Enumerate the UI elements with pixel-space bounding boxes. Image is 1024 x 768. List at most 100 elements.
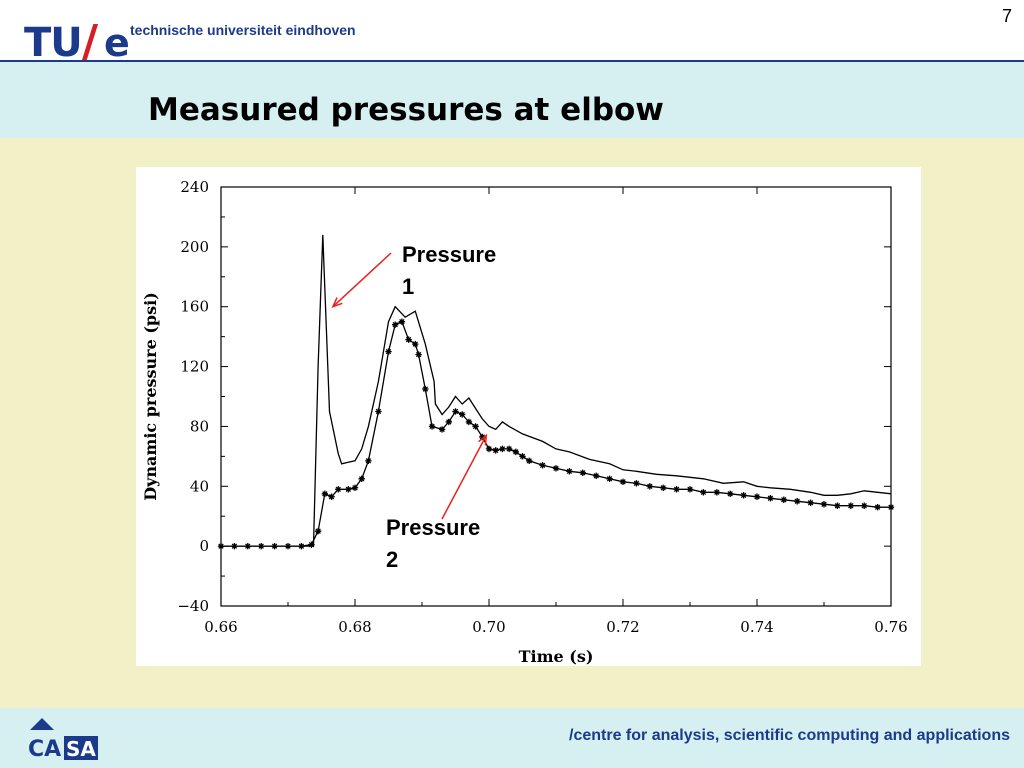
header-bar: TU / e technische universiteit eindhoven… bbox=[0, 0, 1024, 67]
y-tick-label: 0 bbox=[199, 537, 209, 555]
data-point-marker bbox=[794, 498, 801, 505]
y-tick-label: 200 bbox=[180, 238, 209, 256]
tue-logo-slash: / bbox=[82, 16, 99, 67]
data-point-marker bbox=[479, 433, 486, 441]
x-tick-label: 0.76 bbox=[874, 618, 907, 636]
y-tick-label: 240 bbox=[180, 178, 209, 196]
data-point-marker bbox=[244, 542, 251, 550]
data-point-marker bbox=[633, 480, 640, 487]
y-tick-label: −40 bbox=[177, 597, 209, 615]
data-point-marker bbox=[428, 423, 436, 430]
data-point-marker bbox=[298, 542, 305, 550]
data-point-marker bbox=[753, 493, 761, 500]
tue-logo-e: e bbox=[104, 21, 130, 65]
annotation-pressure-1-line2: 1 bbox=[402, 274, 415, 299]
data-point-marker bbox=[552, 465, 560, 472]
x-tick-label: 0.66 bbox=[204, 618, 237, 636]
x-tick-label: 0.68 bbox=[338, 618, 371, 636]
data-point-marker bbox=[465, 418, 473, 426]
footer-bar bbox=[0, 708, 1024, 768]
data-point-marker bbox=[847, 502, 854, 509]
svg-text:CA: CA bbox=[28, 737, 61, 762]
data-point-marker bbox=[365, 457, 372, 465]
data-point-marker bbox=[271, 542, 278, 550]
data-point-marker bbox=[887, 504, 895, 511]
data-point-marker bbox=[422, 385, 429, 393]
data-point-marker bbox=[314, 527, 322, 535]
data-point-marker bbox=[673, 486, 680, 493]
data-point-marker bbox=[385, 348, 392, 355]
data-point-marker bbox=[505, 445, 513, 453]
annotation-pressure-1: Pressure 1 bbox=[402, 239, 496, 303]
data-point-marker bbox=[499, 445, 506, 453]
data-point-marker bbox=[727, 490, 734, 497]
data-point-marker bbox=[284, 542, 292, 550]
annotation-pressure-2: Pressure 2 bbox=[386, 512, 480, 576]
data-point-marker bbox=[660, 484, 667, 491]
data-point-marker bbox=[619, 478, 627, 485]
data-point-marker bbox=[405, 336, 412, 343]
annotation-arrow-2-shaft bbox=[441, 435, 487, 520]
series-line-2 bbox=[221, 320, 891, 547]
data-point-marker bbox=[415, 351, 422, 358]
annotation-pressure-2-line1: Pressure bbox=[386, 515, 481, 540]
header-rule bbox=[0, 60, 1024, 62]
data-point-marker bbox=[780, 496, 787, 503]
data-point-marker bbox=[328, 493, 335, 500]
y-axis-label: Dynamic pressure (psi) bbox=[141, 292, 160, 501]
x-tick-label: 0.72 bbox=[606, 618, 639, 636]
y-tick-label: 80 bbox=[190, 417, 209, 435]
data-point-marker bbox=[335, 486, 342, 493]
data-point-marker bbox=[351, 484, 359, 491]
data-point-marker bbox=[566, 468, 573, 475]
x-tick-label: 0.70 bbox=[472, 618, 505, 636]
data-point-marker bbox=[740, 492, 747, 499]
data-point-marker bbox=[217, 542, 225, 550]
data-point-marker bbox=[452, 408, 459, 415]
series-line-1 bbox=[221, 234, 892, 547]
casa-logo: CA SA bbox=[28, 718, 98, 762]
data-point-marker bbox=[820, 501, 828, 508]
x-tick-label: 0.74 bbox=[740, 618, 773, 636]
data-point-marker bbox=[713, 489, 720, 496]
pressure-chart: −40 0 40 80 120 160 200 240 0.66 0.68 0.70 0.72 0.74… bbox=[141, 178, 908, 666]
data-point-marker bbox=[861, 502, 868, 509]
annotation-arrow-2-head bbox=[478, 433, 488, 446]
annotation-arrow-1-shaft bbox=[332, 252, 392, 308]
plot-frame bbox=[220, 186, 892, 607]
page-number: 7 bbox=[1001, 6, 1012, 26]
data-point-marker bbox=[459, 411, 466, 418]
data-point-marker bbox=[445, 418, 452, 426]
data-point-marker bbox=[646, 483, 653, 490]
annotation-arrow-1-head bbox=[331, 297, 343, 309]
data-point-marker bbox=[539, 462, 546, 469]
annotation-pressure-2-line2: 2 bbox=[386, 547, 399, 572]
data-point-marker bbox=[579, 469, 586, 477]
data-point-marker bbox=[258, 542, 265, 550]
tue-logo-tu: TU bbox=[24, 20, 83, 66]
annotation-pressure-1-line1: Pressure bbox=[402, 242, 497, 267]
data-point-marker bbox=[375, 408, 382, 415]
slide-title: Measured pressures at elbow bbox=[148, 92, 664, 128]
data-point-marker bbox=[231, 542, 238, 550]
data-point-marker bbox=[412, 340, 419, 348]
data-point-marker bbox=[700, 489, 707, 496]
data-point-marker bbox=[358, 475, 365, 483]
data-point-marker bbox=[519, 453, 526, 460]
university-name: technische universiteit eindhoven bbox=[130, 22, 356, 38]
data-point-marker bbox=[492, 447, 499, 454]
y-tick-label: 40 bbox=[190, 477, 209, 495]
data-point-marker bbox=[686, 486, 694, 493]
data-point-marker bbox=[593, 472, 600, 480]
y-tick-label: 120 bbox=[180, 358, 209, 376]
series-markers-2 bbox=[217, 318, 895, 550]
data-point-marker bbox=[321, 490, 329, 497]
data-point-marker bbox=[874, 504, 881, 511]
chart-panel: −40 0 40 80 120 160 200 240 0.66 0.68 0.70 0.72 0.74… bbox=[136, 167, 921, 666]
svg-text:SA: SA bbox=[66, 737, 96, 761]
data-point-marker bbox=[308, 541, 315, 548]
data-point-marker bbox=[526, 457, 533, 465]
data-point-marker bbox=[345, 486, 352, 493]
data-point-marker bbox=[398, 318, 406, 325]
data-point-marker bbox=[807, 499, 814, 506]
